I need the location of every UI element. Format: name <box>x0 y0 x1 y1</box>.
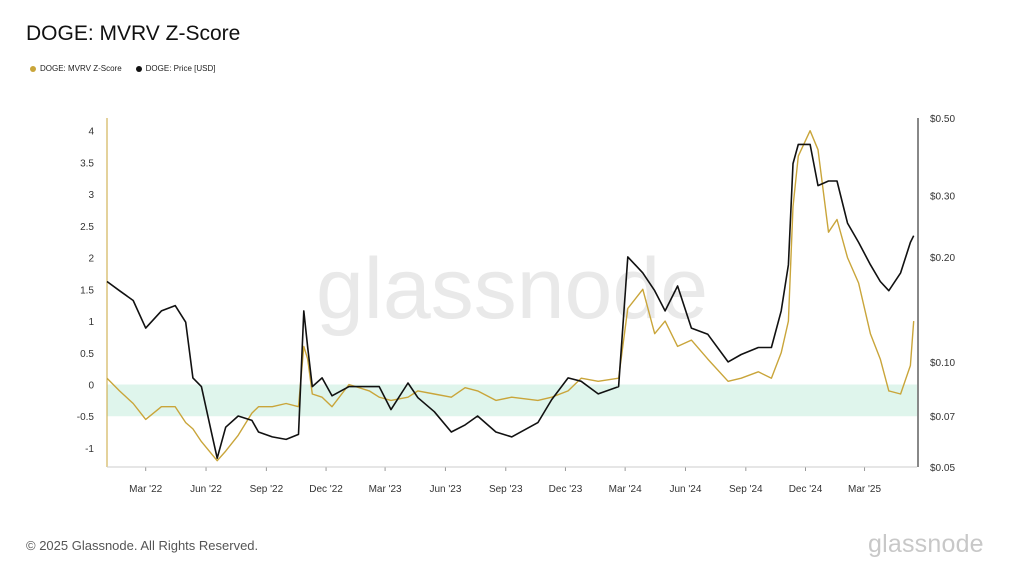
x-tick-label: Sep '22 <box>250 484 284 495</box>
y-left-tick-label: -0.5 <box>77 412 95 423</box>
x-tick-label: Dec '22 <box>309 484 343 495</box>
y-left-tick-label: 0.5 <box>80 349 94 360</box>
y-right-tick-label: $0.05 <box>930 463 955 474</box>
y-right-tick-label: $0.50 <box>930 114 955 125</box>
x-tick-label: Jun '24 <box>670 484 702 495</box>
x-tick-label: Mar '22 <box>129 484 162 495</box>
y-left-tick-label: 4 <box>88 127 94 138</box>
x-tick-label: Mar '25 <box>848 484 881 495</box>
y-left-tick-label: 3 <box>88 190 94 201</box>
copyright-footer: © 2025 Glassnode. All Rights Reserved. <box>26 538 259 553</box>
page-title: DOGE: MVRV Z-Score <box>26 22 241 45</box>
y-right-tick-label: $0.07 <box>930 412 955 423</box>
legend-zscore-label: DOGE: MVRV Z-Score <box>40 64 122 73</box>
zscore-band <box>107 384 917 417</box>
glassnode-logo[interactable]: glassnode <box>868 530 984 558</box>
x-tick-label: Mar '23 <box>369 484 402 495</box>
legend-item-price[interactable]: DOGE: Price [USD] <box>135 64 216 73</box>
y-left-tick-label: 2 <box>88 254 94 265</box>
y-left-tick-label: 1 <box>88 317 94 328</box>
y-left-tick-label: 2.5 <box>80 222 94 233</box>
y-right-tick-label: $0.10 <box>930 358 955 369</box>
y-left-tick-label: -1 <box>85 444 94 455</box>
y-left-tick-label: 3.5 <box>80 158 94 169</box>
legend: DOGE: MVRV Z-Score DOGE: Price [USD] <box>30 64 215 73</box>
x-tick-label: Mar '24 <box>609 484 642 495</box>
x-tick-label: Sep '24 <box>729 484 763 495</box>
x-tick-label: Dec '23 <box>549 484 583 495</box>
x-tick-label: Jun '23 <box>429 484 461 495</box>
legend-zscore-swatch <box>30 65 36 72</box>
y-left-tick-label: 1.5 <box>80 285 94 296</box>
legend-item-zscore[interactable]: DOGE: MVRV Z-Score <box>30 64 122 73</box>
y-right-tick-label: $0.20 <box>930 253 955 264</box>
price-series-line <box>106 143 915 460</box>
x-tick-label: Jun '22 <box>190 484 222 495</box>
zscore-series-line <box>106 129 915 462</box>
y-right-tick-label: $0.30 <box>930 191 955 202</box>
legend-price-label: DOGE: Price [USD] <box>145 64 216 73</box>
x-tick-label: Dec '24 <box>789 484 823 495</box>
x-tick-label: Sep '23 <box>489 484 523 495</box>
y-left-tick-label: 0 <box>88 381 94 392</box>
legend-price-swatch <box>135 65 142 72</box>
watermark-text: glassnode <box>316 241 708 337</box>
